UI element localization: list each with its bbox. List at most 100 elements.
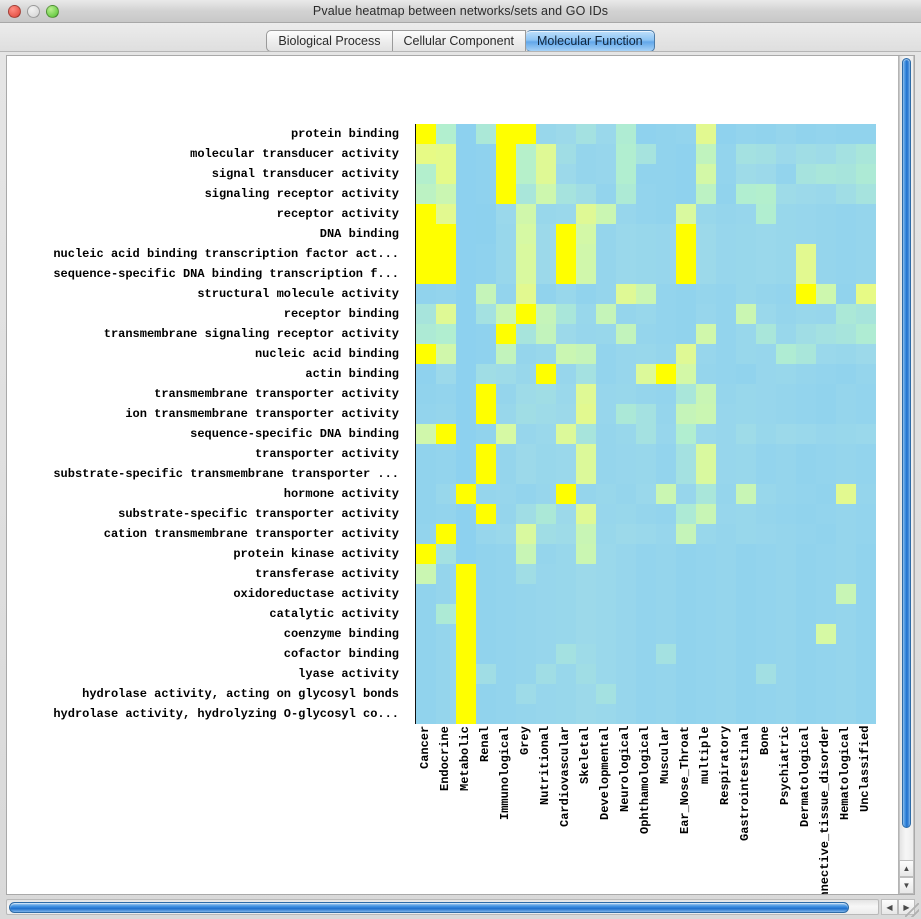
heatmap-cell[interactable]: [696, 544, 716, 564]
heatmap-cell[interactable]: [696, 344, 716, 364]
heatmap-cell[interactable]: [696, 124, 716, 144]
heatmap-cell[interactable]: [676, 444, 696, 464]
heatmap-cell[interactable]: [636, 284, 656, 304]
heatmap-cell[interactable]: [736, 384, 756, 404]
heatmap-cell[interactable]: [656, 624, 676, 644]
heatmap-cell[interactable]: [696, 324, 716, 344]
heatmap-cell[interactable]: [656, 684, 676, 704]
heatmap-cell[interactable]: [756, 244, 776, 264]
heatmap-cell[interactable]: [776, 224, 796, 244]
heatmap-cell[interactable]: [656, 704, 676, 724]
heatmap-cell[interactable]: [516, 704, 536, 724]
heatmap-cell[interactable]: [516, 264, 536, 284]
heatmap-cell[interactable]: [636, 644, 656, 664]
heatmap-cell[interactable]: [576, 684, 596, 704]
heatmap-cell[interactable]: [456, 444, 476, 464]
heatmap-cell[interactable]: [816, 404, 836, 424]
heatmap-cell[interactable]: [476, 704, 496, 724]
scroll-left-icon[interactable]: ◀: [881, 899, 898, 915]
heatmap-cell[interactable]: [736, 684, 756, 704]
heatmap-cell[interactable]: [856, 524, 876, 544]
heatmap-cell[interactable]: [776, 664, 796, 684]
heatmap-cell[interactable]: [536, 384, 556, 404]
heatmap-cell[interactable]: [536, 344, 556, 364]
heatmap-cell[interactable]: [656, 464, 676, 484]
heatmap-cell[interactable]: [676, 584, 696, 604]
heatmap-cell[interactable]: [576, 364, 596, 384]
heatmap-cell[interactable]: [656, 344, 676, 364]
heatmap-cell[interactable]: [436, 564, 456, 584]
heatmap-cell[interactable]: [576, 324, 596, 344]
heatmap-cell[interactable]: [536, 324, 556, 344]
heatmap-cell[interactable]: [516, 144, 536, 164]
heatmap-cell[interactable]: [676, 524, 696, 544]
heatmap-cell[interactable]: [416, 604, 436, 624]
heatmap-cell[interactable]: [636, 464, 656, 484]
heatmap-cell[interactable]: [656, 584, 676, 604]
heatmap-cell[interactable]: [636, 124, 656, 144]
heatmap-cell[interactable]: [476, 664, 496, 684]
heatmap-cell[interactable]: [696, 304, 716, 324]
heatmap-cell[interactable]: [816, 304, 836, 324]
heatmap-cell[interactable]: [856, 564, 876, 584]
heatmap-cell[interactable]: [576, 644, 596, 664]
heatmap-cell[interactable]: [856, 604, 876, 624]
heatmap-cell[interactable]: [736, 464, 756, 484]
heatmap-cell[interactable]: [456, 524, 476, 544]
heatmap-cell[interactable]: [496, 164, 516, 184]
heatmap-cell[interactable]: [516, 204, 536, 224]
heatmap-cell[interactable]: [636, 164, 656, 184]
heatmap-cell[interactable]: [576, 404, 596, 424]
heatmap-cell[interactable]: [456, 124, 476, 144]
heatmap-cell[interactable]: [796, 684, 816, 704]
heatmap-cell[interactable]: [496, 344, 516, 364]
heatmap-cell[interactable]: [436, 244, 456, 264]
heatmap-cell[interactable]: [456, 604, 476, 624]
heatmap-cell[interactable]: [796, 644, 816, 664]
heatmap-cell[interactable]: [456, 484, 476, 504]
heatmap-cell[interactable]: [616, 604, 636, 624]
heatmap-cell[interactable]: [696, 204, 716, 224]
heatmap-cell[interactable]: [636, 144, 656, 164]
heatmap-cell[interactable]: [776, 264, 796, 284]
heatmap-cell[interactable]: [836, 644, 856, 664]
heatmap-cell[interactable]: [776, 184, 796, 204]
heatmap-cell[interactable]: [856, 164, 876, 184]
heatmap-cell[interactable]: [436, 384, 456, 404]
heatmap-cell[interactable]: [736, 604, 756, 624]
heatmap-cell[interactable]: [776, 444, 796, 464]
heatmap-cell[interactable]: [516, 184, 536, 204]
heatmap-cell[interactable]: [596, 224, 616, 244]
heatmap-cell[interactable]: [796, 324, 816, 344]
heatmap-cell[interactable]: [436, 444, 456, 464]
heatmap-cell[interactable]: [836, 444, 856, 464]
heatmap-cell[interactable]: [536, 464, 556, 484]
heatmap-cell[interactable]: [516, 464, 536, 484]
heatmap-cell[interactable]: [716, 404, 736, 424]
heatmap-cell[interactable]: [836, 464, 856, 484]
heatmap-cell[interactable]: [776, 644, 796, 664]
heatmap-cell[interactable]: [496, 644, 516, 664]
heatmap-cell[interactable]: [776, 244, 796, 264]
heatmap-cell[interactable]: [776, 464, 796, 484]
heatmap-cell[interactable]: [476, 264, 496, 284]
heatmap-cell[interactable]: [856, 624, 876, 644]
heatmap-cell[interactable]: [816, 444, 836, 464]
heatmap-cell[interactable]: [816, 264, 836, 284]
heatmap-cell[interactable]: [776, 204, 796, 224]
heatmap-cell[interactable]: [636, 564, 656, 584]
heatmap-cell[interactable]: [596, 204, 616, 224]
heatmap-cell[interactable]: [616, 184, 636, 204]
heatmap-cell[interactable]: [656, 424, 676, 444]
heatmap-cell[interactable]: [456, 644, 476, 664]
heatmap-cell[interactable]: [596, 264, 616, 284]
heatmap-cell[interactable]: [476, 324, 496, 344]
heatmap-cell[interactable]: [536, 284, 556, 304]
heatmap-cell[interactable]: [456, 184, 476, 204]
heatmap-cell[interactable]: [436, 124, 456, 144]
heatmap-cell[interactable]: [576, 164, 596, 184]
vertical-scroll-thumb[interactable]: [902, 58, 911, 828]
heatmap-cell[interactable]: [676, 344, 696, 364]
heatmap-cell[interactable]: [676, 464, 696, 484]
heatmap-cell[interactable]: [856, 584, 876, 604]
